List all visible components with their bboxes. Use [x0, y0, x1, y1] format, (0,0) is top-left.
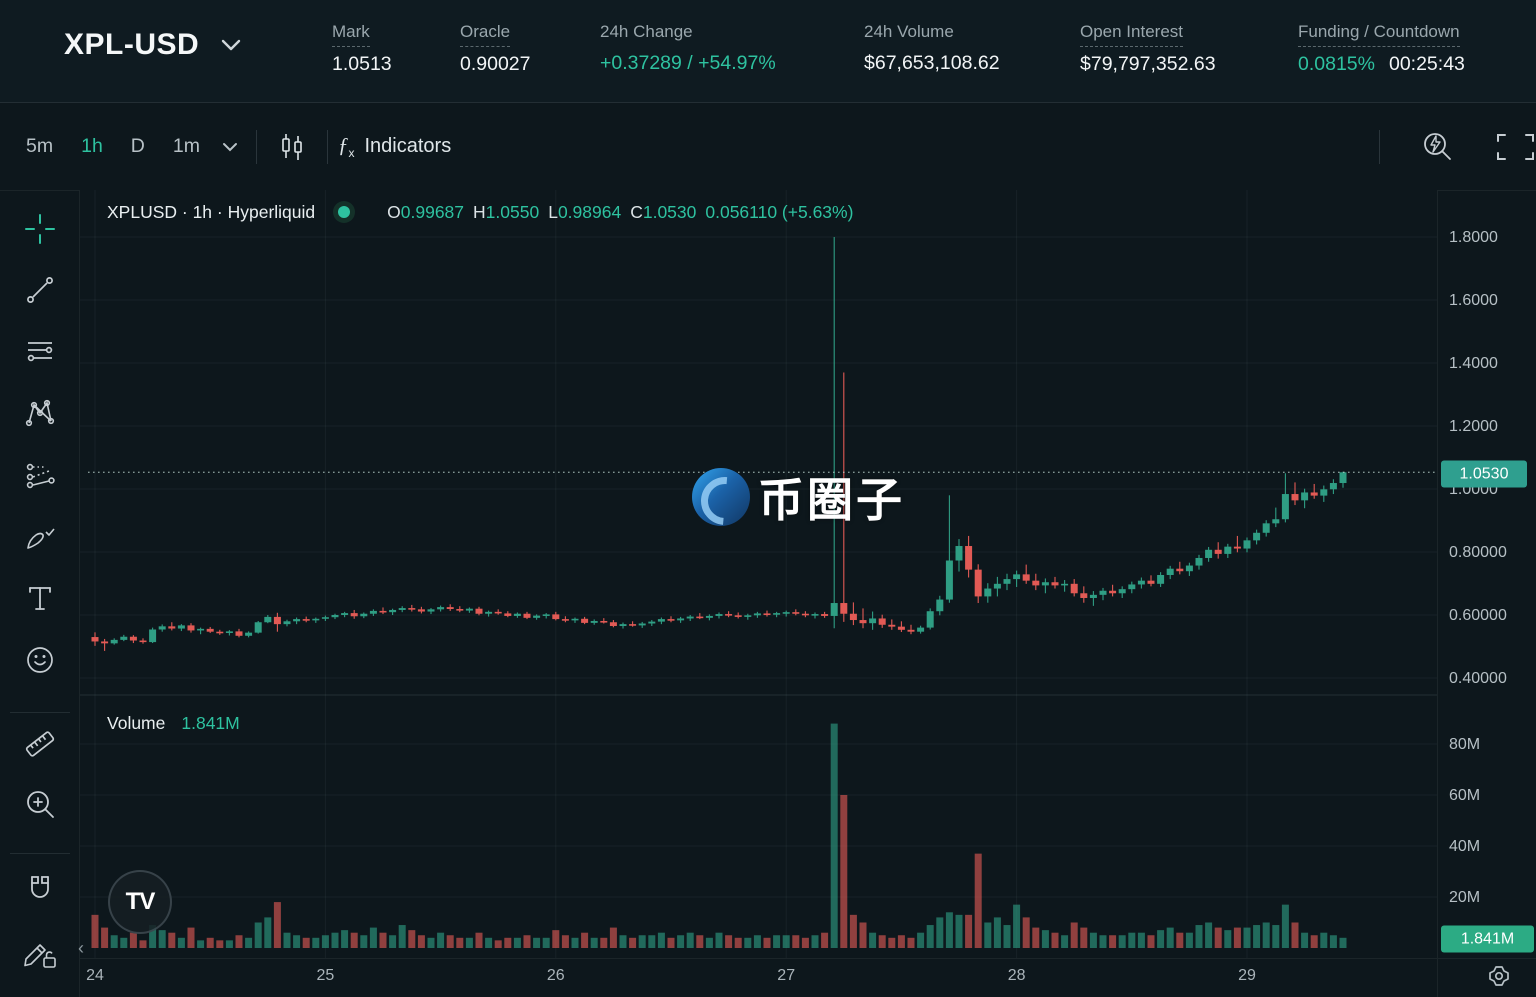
interval-d[interactable]: D	[130, 135, 145, 157]
indicators-label: Indicators	[364, 135, 452, 157]
symbol-selector[interactable]: XPL-USD	[64, 28, 241, 62]
price-tick-1.8000: 1.8000	[1449, 229, 1498, 246]
price-tick-1.4000: 1.4000	[1449, 355, 1498, 372]
interval-5m[interactable]: 5m	[26, 135, 54, 157]
xabcd-pattern-icon	[25, 399, 55, 427]
time-tick-27: 27	[777, 967, 796, 984]
volume-value[interactable]: 1.841M	[181, 713, 240, 733]
interval-1h[interactable]: 1h	[81, 135, 103, 157]
time-axis[interactable]: 24 25 26 27 28 29	[80, 958, 1536, 997]
price-chart-canvas[interactable]	[80, 190, 1437, 958]
low-value: 0.98964	[557, 201, 622, 222]
volume-tick-20M: 20M	[1449, 889, 1481, 906]
lightning-magnifier-icon	[1424, 132, 1451, 160]
sidebar-divider	[10, 853, 70, 854]
volume-label: Volume	[107, 713, 166, 733]
magnet-icon	[31, 876, 49, 898]
series-status-button[interactable]	[333, 201, 356, 223]
volume-tick-80M: 80M	[1449, 736, 1481, 753]
toolbar-divider	[1379, 129, 1380, 164]
collapse-toolbar-chevron[interactable]: ‹	[78, 938, 84, 958]
fullscreen-button[interactable]	[1484, 128, 1536, 166]
tradingview-logo-icon: TV	[125, 888, 156, 915]
time-tick-24: 24	[86, 967, 104, 984]
axis-settings-button[interactable]	[1486, 963, 1512, 989]
crosshair-icon	[25, 214, 55, 244]
lock-drawings-tool[interactable]	[14, 927, 66, 979]
pencil-lock-icon	[24, 944, 56, 968]
zoom-in-tool[interactable]	[14, 779, 66, 831]
header-bar: XPL-USD Mark 1.0513 Oracle 0.90027 24h Chang…	[0, 0, 1536, 103]
time-tick-28: 28	[1007, 967, 1026, 984]
price-tick-0.80000: 0.80000	[1449, 544, 1507, 561]
trend-line-tool[interactable]	[14, 264, 66, 316]
last-volume-badge: 1.841M	[1441, 925, 1534, 953]
forecast-icon	[26, 463, 55, 489]
interval-group: 5m 1h D 1m	[12, 129, 214, 164]
fullscreen-icon	[1497, 133, 1534, 160]
magnet-tool[interactable]	[14, 863, 66, 915]
toolbar-divider	[326, 129, 328, 164]
gear-icon	[1489, 966, 1509, 986]
time-tick-29: 29	[1238, 967, 1256, 984]
stat-open-interest[interactable]: Open Interest $79,797,352.63	[1080, 22, 1216, 75]
forecast-tool[interactable]	[14, 449, 66, 501]
text-icon	[29, 587, 51, 610]
chevron-down-icon	[221, 39, 241, 51]
sidebar-divider	[10, 712, 70, 713]
time-tick-25: 25	[316, 967, 335, 984]
chart-toolbar: 5m 1h D 1m ƒx Indicators	[0, 104, 1536, 189]
open-value: 0.99687	[400, 201, 465, 222]
interval-menu-chevron[interactable]	[214, 138, 246, 156]
ohlc-values: O0.99687 H1.0550 L0.98964 C1.0530 0.0561…	[387, 201, 854, 222]
volume-legend: Volume 1.841M	[107, 713, 240, 734]
status-dot-icon	[338, 206, 351, 218]
price-axis[interactable]: 1.8000 1.6000 1.4000 1.2000 1.0000 0.80000 0.6…	[1437, 190, 1536, 997]
candlestick-icon	[282, 133, 302, 160]
ruler-icon	[25, 731, 55, 757]
symbol-name: XPL-USD	[64, 28, 200, 61]
close-value: 1.0530	[642, 201, 697, 222]
volume-tick-60M: 60M	[1449, 787, 1481, 804]
stat-funding-countdown[interactable]: Funding / Countdown 0.0815% 00:25:43	[1298, 22, 1465, 75]
fx-icon: ƒx	[337, 132, 355, 161]
volume-tick-40M: 40M	[1449, 838, 1481, 855]
indicators-button[interactable]: ƒx Indicators	[338, 133, 451, 160]
high-value: 1.0550	[485, 201, 540, 222]
emoji-tool[interactable]	[14, 634, 66, 686]
interval-1m[interactable]: 1m	[172, 135, 200, 157]
legend-title[interactable]: XPLUSD · 1h · Hyperliquid	[107, 201, 316, 222]
zoom-in-icon	[27, 791, 54, 818]
measure-tool[interactable]	[14, 718, 66, 770]
last-price-badge: 1.0530	[1441, 460, 1527, 488]
chart-legend: XPLUSD · 1h · Hyperliquid O0.99687 H1.05…	[107, 201, 853, 223]
change-value: 0.056110 (+5.63%)	[705, 201, 854, 222]
price-tick-0.40000: 0.40000	[1449, 670, 1507, 687]
brush-tool[interactable]	[14, 511, 66, 563]
emoji-icon	[27, 647, 53, 673]
price-tick-1.2000: 1.2000	[1449, 418, 1498, 435]
stat-mark[interactable]: Mark 1.0513	[332, 22, 392, 75]
quick-search-button[interactable]	[1408, 126, 1466, 168]
trend-line-icon	[27, 277, 53, 303]
brush-icon	[27, 528, 55, 549]
price-tick-0.60000: 0.60000	[1449, 607, 1507, 624]
time-tick-26: 26	[546, 967, 565, 984]
drawing-toolbar	[0, 190, 80, 997]
stat-oracle[interactable]: Oracle 0.90027	[460, 22, 531, 75]
crosshair-tool[interactable]	[14, 203, 66, 255]
text-tool[interactable]	[14, 572, 66, 624]
stat-24h-volume: 24h Volume $67,653,108.62	[864, 22, 1000, 74]
parallel-lines-tool[interactable]	[14, 325, 66, 377]
toolbar-right-group	[1369, 104, 1536, 189]
tradingview-logo[interactable]: TV	[108, 870, 172, 934]
price-tick-1.6000: 1.6000	[1449, 292, 1498, 309]
parallel-lines-icon	[27, 342, 53, 362]
toolbar-divider	[255, 129, 257, 164]
chart-style-button[interactable]	[267, 128, 317, 166]
stat-24h-change: 24h Change +0.37289 / +54.97%	[600, 22, 776, 74]
xabcd-pattern-tool[interactable]	[14, 387, 66, 439]
